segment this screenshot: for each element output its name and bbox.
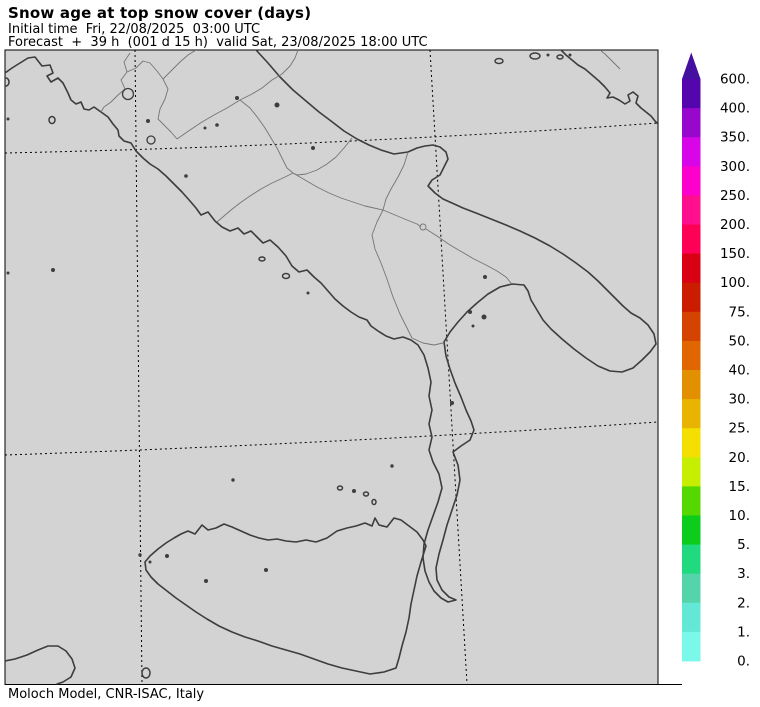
- colorbar-tick-label: 0.: [737, 654, 750, 670]
- colorbar-tick-label: 20.: [729, 450, 750, 466]
- colorbar-segment: [682, 544, 701, 575]
- colorbar-tick-label: 15.: [729, 479, 750, 495]
- colorbar-segment: [682, 340, 701, 371]
- colorbar-segment: [682, 79, 701, 109]
- colorbar-segment: [682, 253, 701, 284]
- colorbar-tick-label: 1.: [737, 624, 750, 640]
- colorbar-tick-label: 25.: [729, 421, 750, 437]
- colorbar-tick-label: 75.: [729, 304, 750, 320]
- colorbar-tick-label: 600.: [720, 72, 750, 88]
- colorbar-segment: [682, 166, 701, 196]
- meridian-gridline-west: [134, 50, 143, 685]
- colorbar-tick-label: 300.: [720, 159, 750, 175]
- colorbar-tick-label: 5.: [737, 537, 750, 553]
- colorbar-segment: [682, 602, 701, 633]
- colorbar-segment: [682, 457, 701, 487]
- colorbar-segment: [682, 631, 701, 662]
- small-islands-and-lakes: [5, 52, 572, 679]
- initial-time-line: Initial time Fri, 22/08/2025 03:00 UTC: [8, 22, 261, 37]
- colorbar-tick-label: 100.: [720, 275, 750, 291]
- colorbar-tick-label: 50.: [729, 333, 750, 349]
- colorbar-segment: [682, 224, 701, 254]
- parallel-gridline-south: [5, 421, 658, 456]
- lakes: [121, 87, 427, 231]
- colorbar-tick-label: 250.: [720, 188, 750, 204]
- colorbar-segment: [682, 282, 701, 313]
- colorbar-segment: [682, 515, 701, 545]
- colorbar-tick-label: 10.: [729, 508, 750, 524]
- colorbar-tick-label: 2.: [737, 595, 750, 611]
- sicily-coastline: [144, 517, 427, 675]
- colorbar-tick-label: 350.: [720, 130, 750, 146]
- colorbar-segment: [682, 195, 701, 225]
- tunisia-coastline: [5, 645, 76, 685]
- colorbar-segment: [682, 486, 701, 516]
- model-credit: Moloch Model, CNR-ISAC, Italy: [8, 687, 205, 702]
- colorbar-segment: [682, 370, 701, 400]
- colorbar-segment: [682, 399, 701, 429]
- colorbar-segment: [682, 573, 701, 604]
- snow-age-color-scale: 600. 400. 350. 300. 250. 200. 150. 100. 75. 50. 40…: [682, 52, 750, 670]
- map-frame: [4, 49, 659, 685]
- page-title: Snow age at top snow cover (days): [8, 4, 312, 22]
- meridian-gridline-east: [429, 50, 468, 685]
- colorbar-segment: [682, 428, 701, 458]
- colorbar-tick-label: 3.: [737, 566, 750, 582]
- colorbar-tick-label: 30.: [729, 392, 750, 408]
- colorbar-overflow-arrow: [682, 52, 701, 79]
- forecast-valid-line: Forecast + 39 h (001 d 15 h) valid Sat, …: [8, 35, 428, 50]
- colorbar-tick-label: 40.: [729, 363, 750, 379]
- colorbar-segment: [682, 311, 701, 342]
- colorbar-tick-label: 150.: [720, 246, 750, 262]
- balkan-coastline: [560, 50, 658, 125]
- graticule: [5, 50, 658, 685]
- italy-mainland-coastline: [5, 50, 657, 603]
- colorbar-segment: [682, 137, 701, 167]
- colorbar-tick-label: 400.: [720, 101, 750, 117]
- parallel-gridline-north: [5, 122, 658, 154]
- colorbar-tick-label: 200.: [720, 217, 750, 233]
- colorbar-segment: [682, 108, 701, 138]
